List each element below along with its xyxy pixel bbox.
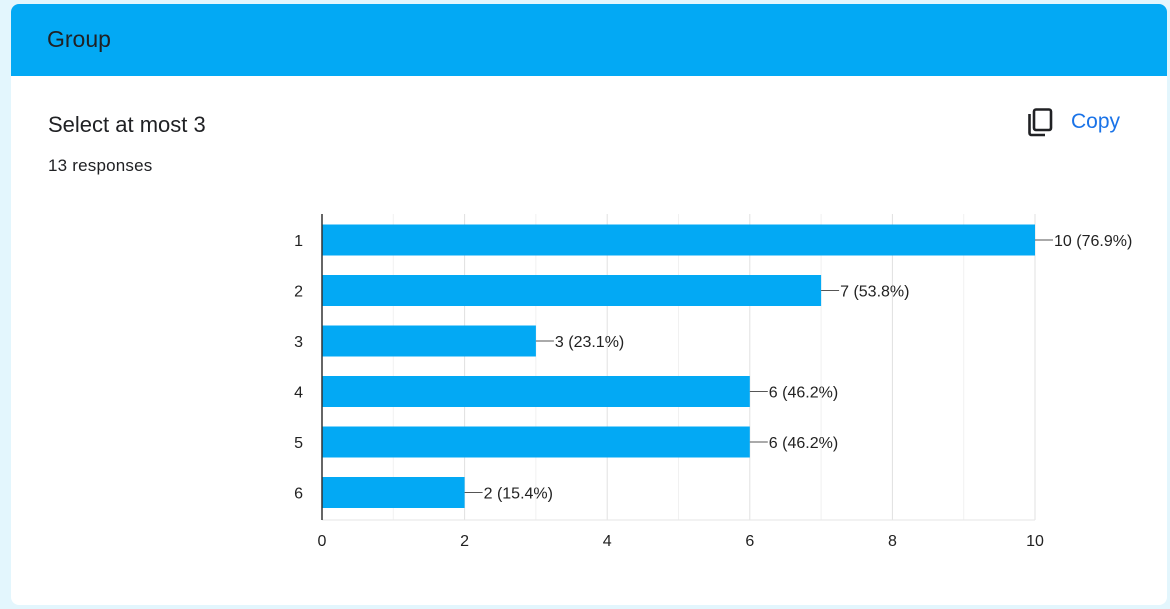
value-label: 7 (53.8%) [840,284,909,301]
section-title: Group [47,26,111,52]
bar [322,224,1035,256]
bar [322,325,536,357]
bar [322,376,750,407]
x-tick-label: 2 [460,533,469,550]
category-label: 6 [294,486,303,503]
copy-label: Copy [1071,110,1121,133]
chart-bars: 10 (76.9%) 7 (53.8%) 3 (23.1%) 6 (46.2%) 6 (… [322,224,1132,508]
category-label: 1 [294,233,303,250]
x-tick-label: 4 [603,533,612,550]
category-label: 3 [294,334,303,351]
question-title: Select at most 3 [48,112,206,137]
value-label: 3 (23.1%) [555,334,624,351]
copy-icon [1028,108,1053,137]
category-label: 4 [294,385,303,402]
value-label: 6 (46.2%) [769,385,838,402]
category-label: 2 [294,284,303,301]
value-label: 6 (46.2%) [769,435,838,452]
value-label: 10 (76.9%) [1054,233,1132,250]
bar [322,275,822,306]
card-header: Group [11,4,1167,76]
bar [322,477,465,508]
x-tick-label: 6 [745,533,754,550]
chart-grid [392,214,1036,520]
response-count: 13 responses [48,156,153,175]
value-label: 2 (15.4%) [484,486,553,503]
x-tick-label: 10 [1026,533,1044,550]
x-tick-label: 0 [318,533,327,550]
copy-button[interactable]: Copy [1019,100,1128,144]
x-tick-label: 8 [888,533,897,550]
category-label: 5 [294,435,303,452]
bar-chart: 10 (76.9%) 7 (53.8%) 3 (23.1%) 6 (46.2%) 6 (… [294,214,1132,550]
summary-card: Group Select at most 3 13 responses Copy… [11,4,1167,605]
bar [322,426,750,458]
